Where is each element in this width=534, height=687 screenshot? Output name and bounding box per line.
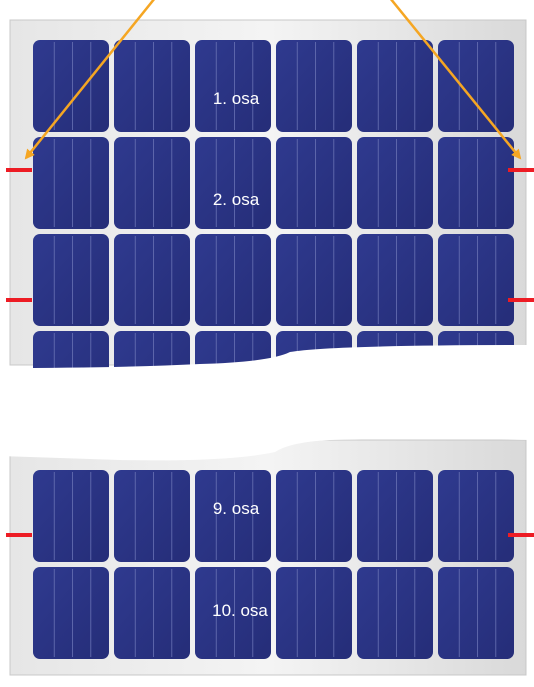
solar-cell [438, 234, 514, 326]
solar-cell [438, 40, 514, 132]
segment-label-9: 9. osa [212, 499, 260, 518]
panel-break [0, 345, 534, 461]
rail-mark [508, 533, 534, 537]
segment-label-10: 10. osa [212, 601, 268, 620]
segment-label-2: 2. osa [212, 190, 260, 209]
solar-cell [438, 567, 514, 659]
solar-cell [195, 234, 271, 326]
solar-cell [195, 470, 271, 562]
solar-cell [114, 470, 190, 562]
solar-cell [33, 40, 109, 132]
solar-cell [114, 567, 190, 659]
solar-cell [195, 567, 271, 659]
rail-mark [508, 298, 534, 302]
solar-cell [33, 567, 109, 659]
arrow-left [24, 0, 155, 160]
solar-cell [195, 137, 271, 229]
solar-cell [357, 137, 433, 229]
solar-cell [357, 234, 433, 326]
solar-cell [114, 234, 190, 326]
rail-mark [6, 533, 32, 537]
arrow-right [390, 0, 522, 160]
solar-cell [357, 470, 433, 562]
solar-cell [114, 40, 190, 132]
solar-cell [195, 40, 271, 132]
solar-cell [276, 40, 352, 132]
rail-mark [508, 168, 534, 172]
solar-cell [357, 40, 433, 132]
bottom-panel-cells [33, 470, 514, 659]
solar-cell [276, 470, 352, 562]
solar-cell [438, 470, 514, 562]
solar-cell [33, 470, 109, 562]
solar-cell [276, 234, 352, 326]
solar-cell [276, 567, 352, 659]
solar-cell [114, 137, 190, 229]
rail-marks [6, 168, 534, 537]
solar-cell [357, 567, 433, 659]
solar-cell [33, 137, 109, 229]
solar-cell [438, 137, 514, 229]
segment-label-1: 1. osa [212, 89, 260, 108]
solar-cell [33, 234, 109, 326]
solar-cell [276, 137, 352, 229]
rail-mark [6, 298, 32, 302]
rail-mark [6, 168, 32, 172]
